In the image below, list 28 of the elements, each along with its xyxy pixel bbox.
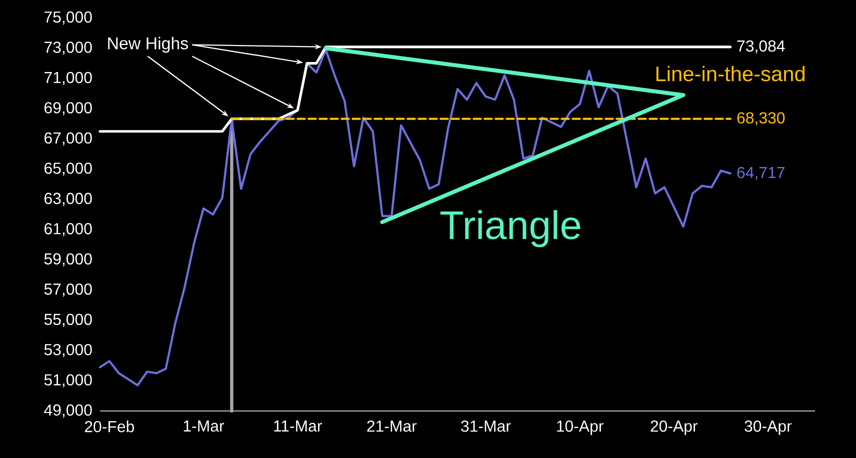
series-label: Line-in-the-sand bbox=[656, 66, 805, 82]
x-tick-label: 30-Apr bbox=[744, 420, 792, 435]
data-label: 64,717 bbox=[737, 166, 784, 180]
y-tick-label: 63,000 bbox=[44, 192, 92, 206]
y-tick-label: 59,000 bbox=[44, 253, 92, 266]
y-tick-label: 65,000 bbox=[44, 162, 92, 176]
y-tick-label: 51,000 bbox=[44, 374, 92, 388]
y-tick-label: 49,000 bbox=[44, 404, 92, 418]
x-tick-label: 31-Mar bbox=[461, 420, 511, 432]
data-label: 68,330 bbox=[737, 112, 785, 126]
y-tick-label: 53,000 bbox=[44, 344, 92, 358]
annotation: New Highs bbox=[108, 36, 188, 53]
y-tick-label: 67,000 bbox=[44, 132, 92, 146]
y-tick-label: 75,000 bbox=[44, 11, 92, 25]
y-tick-label: 73,000 bbox=[44, 42, 92, 55]
x-tick-label: 20-Apr bbox=[650, 420, 698, 435]
x-tick-label: 10-Apr bbox=[557, 420, 604, 435]
x-tick-label: 1-Mar bbox=[184, 420, 224, 432]
x-tick-label: 11-Mar bbox=[274, 420, 322, 432]
y-tick-label: 61,000 bbox=[44, 223, 92, 236]
x-tick-label: 20-Feb bbox=[84, 420, 134, 432]
data-label: 73,084 bbox=[737, 40, 785, 54]
y-tick-label: 55,000 bbox=[44, 314, 92, 327]
series-label: Triangle bbox=[440, 210, 580, 248]
y-tick-label: 57,000 bbox=[44, 283, 92, 297]
y-tick-label: 69,000 bbox=[44, 102, 92, 116]
x-tick-label: 21-Mar bbox=[367, 420, 417, 432]
y-tick-label: 71,000 bbox=[44, 72, 92, 86]
